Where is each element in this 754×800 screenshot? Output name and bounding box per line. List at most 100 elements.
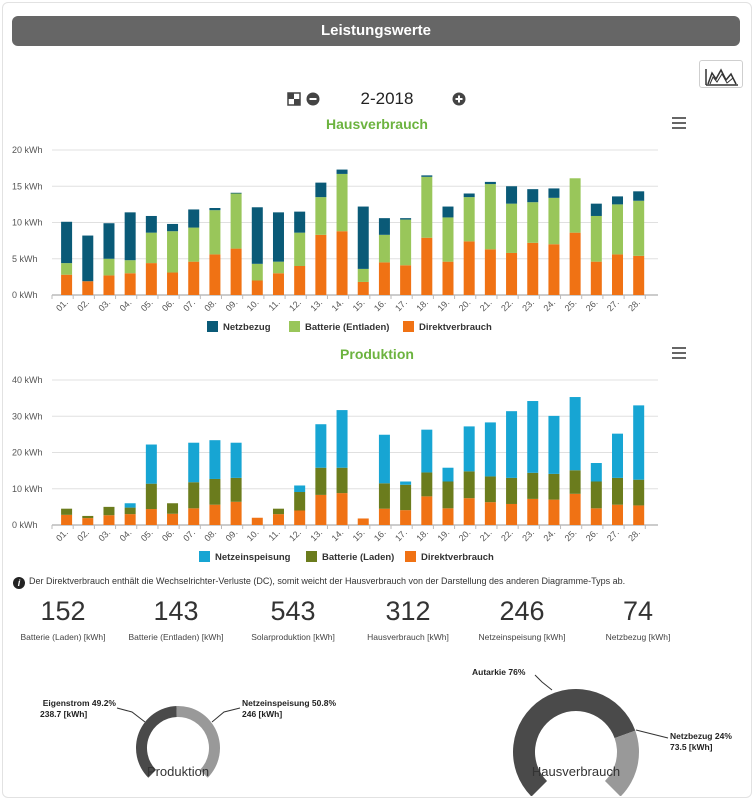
bar-segment[interactable] <box>633 255 645 295</box>
bar-segment[interactable] <box>272 261 284 274</box>
bar-segment[interactable] <box>612 204 624 255</box>
bar-segment[interactable] <box>421 472 433 497</box>
previous-period-button[interactable] <box>306 92 320 106</box>
bar-segment[interactable] <box>230 442 242 478</box>
bar-segment[interactable] <box>527 189 539 203</box>
bar-segment[interactable] <box>590 508 602 525</box>
bar-segment[interactable] <box>633 505 645 525</box>
bar-segment[interactable] <box>463 197 475 242</box>
bar-segment[interactable] <box>209 254 221 295</box>
bar-segment[interactable] <box>336 467 348 494</box>
bar-segment[interactable] <box>484 184 496 250</box>
bar-segment[interactable] <box>527 401 539 473</box>
legend-label[interactable]: Direktverbrauch <box>421 552 494 563</box>
bar-segment[interactable] <box>103 258 115 276</box>
bar-segment[interactable] <box>548 415 560 474</box>
bar-segment[interactable] <box>188 508 200 525</box>
bar-segment[interactable] <box>421 175 433 177</box>
legend-swatch[interactable] <box>403 321 414 332</box>
bar-segment[interactable] <box>315 182 327 198</box>
bar-segment[interactable] <box>209 504 221 525</box>
bar-segment[interactable] <box>633 479 645 506</box>
bar-segment[interactable] <box>294 266 306 295</box>
bar-segment[interactable] <box>209 210 221 255</box>
bar-segment[interactable] <box>124 212 136 261</box>
legend-swatch[interactable] <box>405 551 416 562</box>
bar-segment[interactable] <box>82 281 94 295</box>
bar-segment[interactable] <box>230 192 242 194</box>
bar-segment[interactable] <box>61 263 73 275</box>
bar-segment[interactable] <box>336 231 348 295</box>
bar-segment[interactable] <box>506 186 518 204</box>
chart2-menu-icon[interactable] <box>672 347 686 359</box>
bar-segment[interactable] <box>145 263 157 295</box>
bar-segment[interactable] <box>61 514 73 525</box>
bar-segment[interactable] <box>612 433 624 478</box>
bar-segment[interactable] <box>230 477 242 502</box>
bar-segment[interactable] <box>103 223 115 259</box>
bar-segment[interactable] <box>336 169 348 174</box>
bar-segment[interactable] <box>527 472 539 499</box>
bar-segment[interactable] <box>294 492 306 511</box>
bar-segment[interactable] <box>209 478 221 505</box>
bar-segment[interactable] <box>590 463 602 482</box>
bar-segment[interactable] <box>484 181 496 185</box>
bar-segment[interactable] <box>315 234 327 295</box>
bar-segment[interactable] <box>442 481 454 509</box>
bar-segment[interactable] <box>506 203 518 253</box>
bar-segment[interactable] <box>336 173 348 232</box>
legend-swatch[interactable] <box>306 551 317 562</box>
bar-segment[interactable] <box>569 178 581 233</box>
bar-segment[interactable] <box>357 518 369 525</box>
bar-segment[interactable] <box>167 503 179 514</box>
bar-segment[interactable] <box>548 499 560 525</box>
bar-segment[interactable] <box>612 477 624 505</box>
bar-segment[interactable] <box>612 254 624 295</box>
bar-segment[interactable] <box>400 484 412 511</box>
bar-segment[interactable] <box>484 249 496 295</box>
bar-segment[interactable] <box>400 510 412 525</box>
bar-segment[interactable] <box>378 434 390 484</box>
bar-segment[interactable] <box>421 429 433 473</box>
bar-segment[interactable] <box>145 232 157 264</box>
bar-segment[interactable] <box>633 405 645 480</box>
bar-segment[interactable] <box>82 515 94 519</box>
bar-segment[interactable] <box>633 191 645 201</box>
bar-segment[interactable] <box>484 422 496 477</box>
bar-segment[interactable] <box>548 473 560 500</box>
legend-label[interactable]: Netzbezug <box>223 322 271 333</box>
bar-segment[interactable] <box>569 397 581 471</box>
bar-segment[interactable] <box>145 215 157 233</box>
bar-segment[interactable] <box>61 274 73 295</box>
bar-segment[interactable] <box>124 273 136 295</box>
bar-segment[interactable] <box>357 206 369 269</box>
bar-segment[interactable] <box>378 508 390 525</box>
bar-segment[interactable] <box>167 231 179 273</box>
bar-segment[interactable] <box>188 482 200 509</box>
bar-segment[interactable] <box>548 197 560 245</box>
bar-segment[interactable] <box>463 193 475 198</box>
bar-segment[interactable] <box>484 476 496 503</box>
bar-segment[interactable] <box>103 275 115 295</box>
bar-segment[interactable] <box>315 424 327 468</box>
bar-segment[interactable] <box>400 481 412 485</box>
legend-label[interactable]: Netzeinspeisung <box>215 552 291 563</box>
bar-segment[interactable] <box>548 188 560 198</box>
bar-segment[interactable] <box>82 235 94 282</box>
bar-segment[interactable] <box>251 207 263 264</box>
bar-segment[interactable] <box>209 440 221 479</box>
bar-segment[interactable] <box>294 211 306 233</box>
bar-segment[interactable] <box>209 208 221 211</box>
bar-segment[interactable] <box>272 273 284 295</box>
bar-segment[interactable] <box>484 502 496 525</box>
bar-segment[interactable] <box>251 517 263 525</box>
bar-segment[interactable] <box>188 209 200 228</box>
bar-segment[interactable] <box>442 206 454 218</box>
next-period-button[interactable] <box>452 92 466 106</box>
bar-segment[interactable] <box>294 485 306 493</box>
bar-segment[interactable] <box>590 203 602 216</box>
bar-segment[interactable] <box>421 237 433 295</box>
bar-segment[interactable] <box>590 481 602 509</box>
bar-segment[interactable] <box>294 510 306 526</box>
bar-segment[interactable] <box>400 265 412 295</box>
